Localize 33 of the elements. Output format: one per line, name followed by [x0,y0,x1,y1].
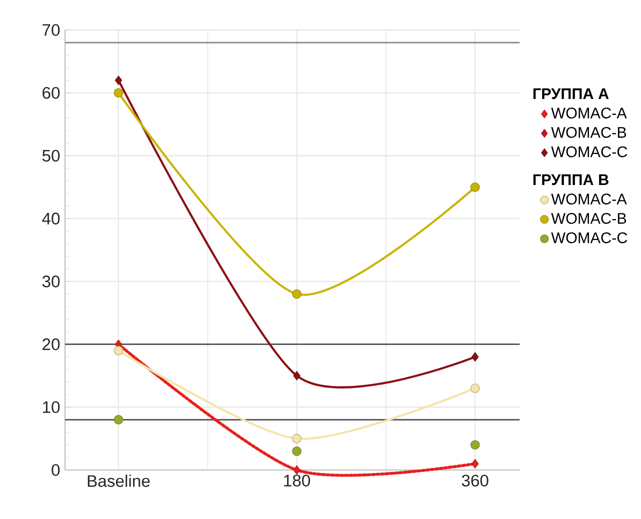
legend-label: WOMAC-B [551,126,626,138]
point [470,384,480,393]
y-tick-label: 10 [43,401,60,414]
point [292,434,302,444]
y-tick-label: 60 [42,86,60,99]
point [292,289,302,299]
legend-label: WOMAC-B [551,212,626,224]
point [114,346,124,356]
point [472,352,479,362]
point [470,440,480,450]
x-tick-label: 360 [462,474,488,487]
point [293,465,300,475]
legend-label: WOMAC-A [551,108,627,118]
point [470,182,480,192]
point [114,415,124,424]
legend-label: WOMAC-C [551,232,628,244]
legend-title: ГРУППА А [533,88,609,100]
y-tick-label: 30 [42,276,60,288]
y-tick-label: 0 [52,464,60,476]
y-tick-label: 40 [42,212,60,224]
point [292,446,302,456]
legend-label: WOMAC-C [551,146,628,158]
y-tick-label: 50 [42,150,60,162]
x-tick-label: Baseline [88,474,150,487]
point [114,76,122,85]
legend-label: WOMAC-A [551,194,627,204]
y-tick-label: 20 [42,338,60,350]
x-tick-label: 180 [284,474,310,487]
point [114,88,124,98]
text: ГРУППА В [533,174,608,186]
y-tick-label: 70 [42,24,60,36]
point [472,459,479,468]
point [293,371,300,380]
